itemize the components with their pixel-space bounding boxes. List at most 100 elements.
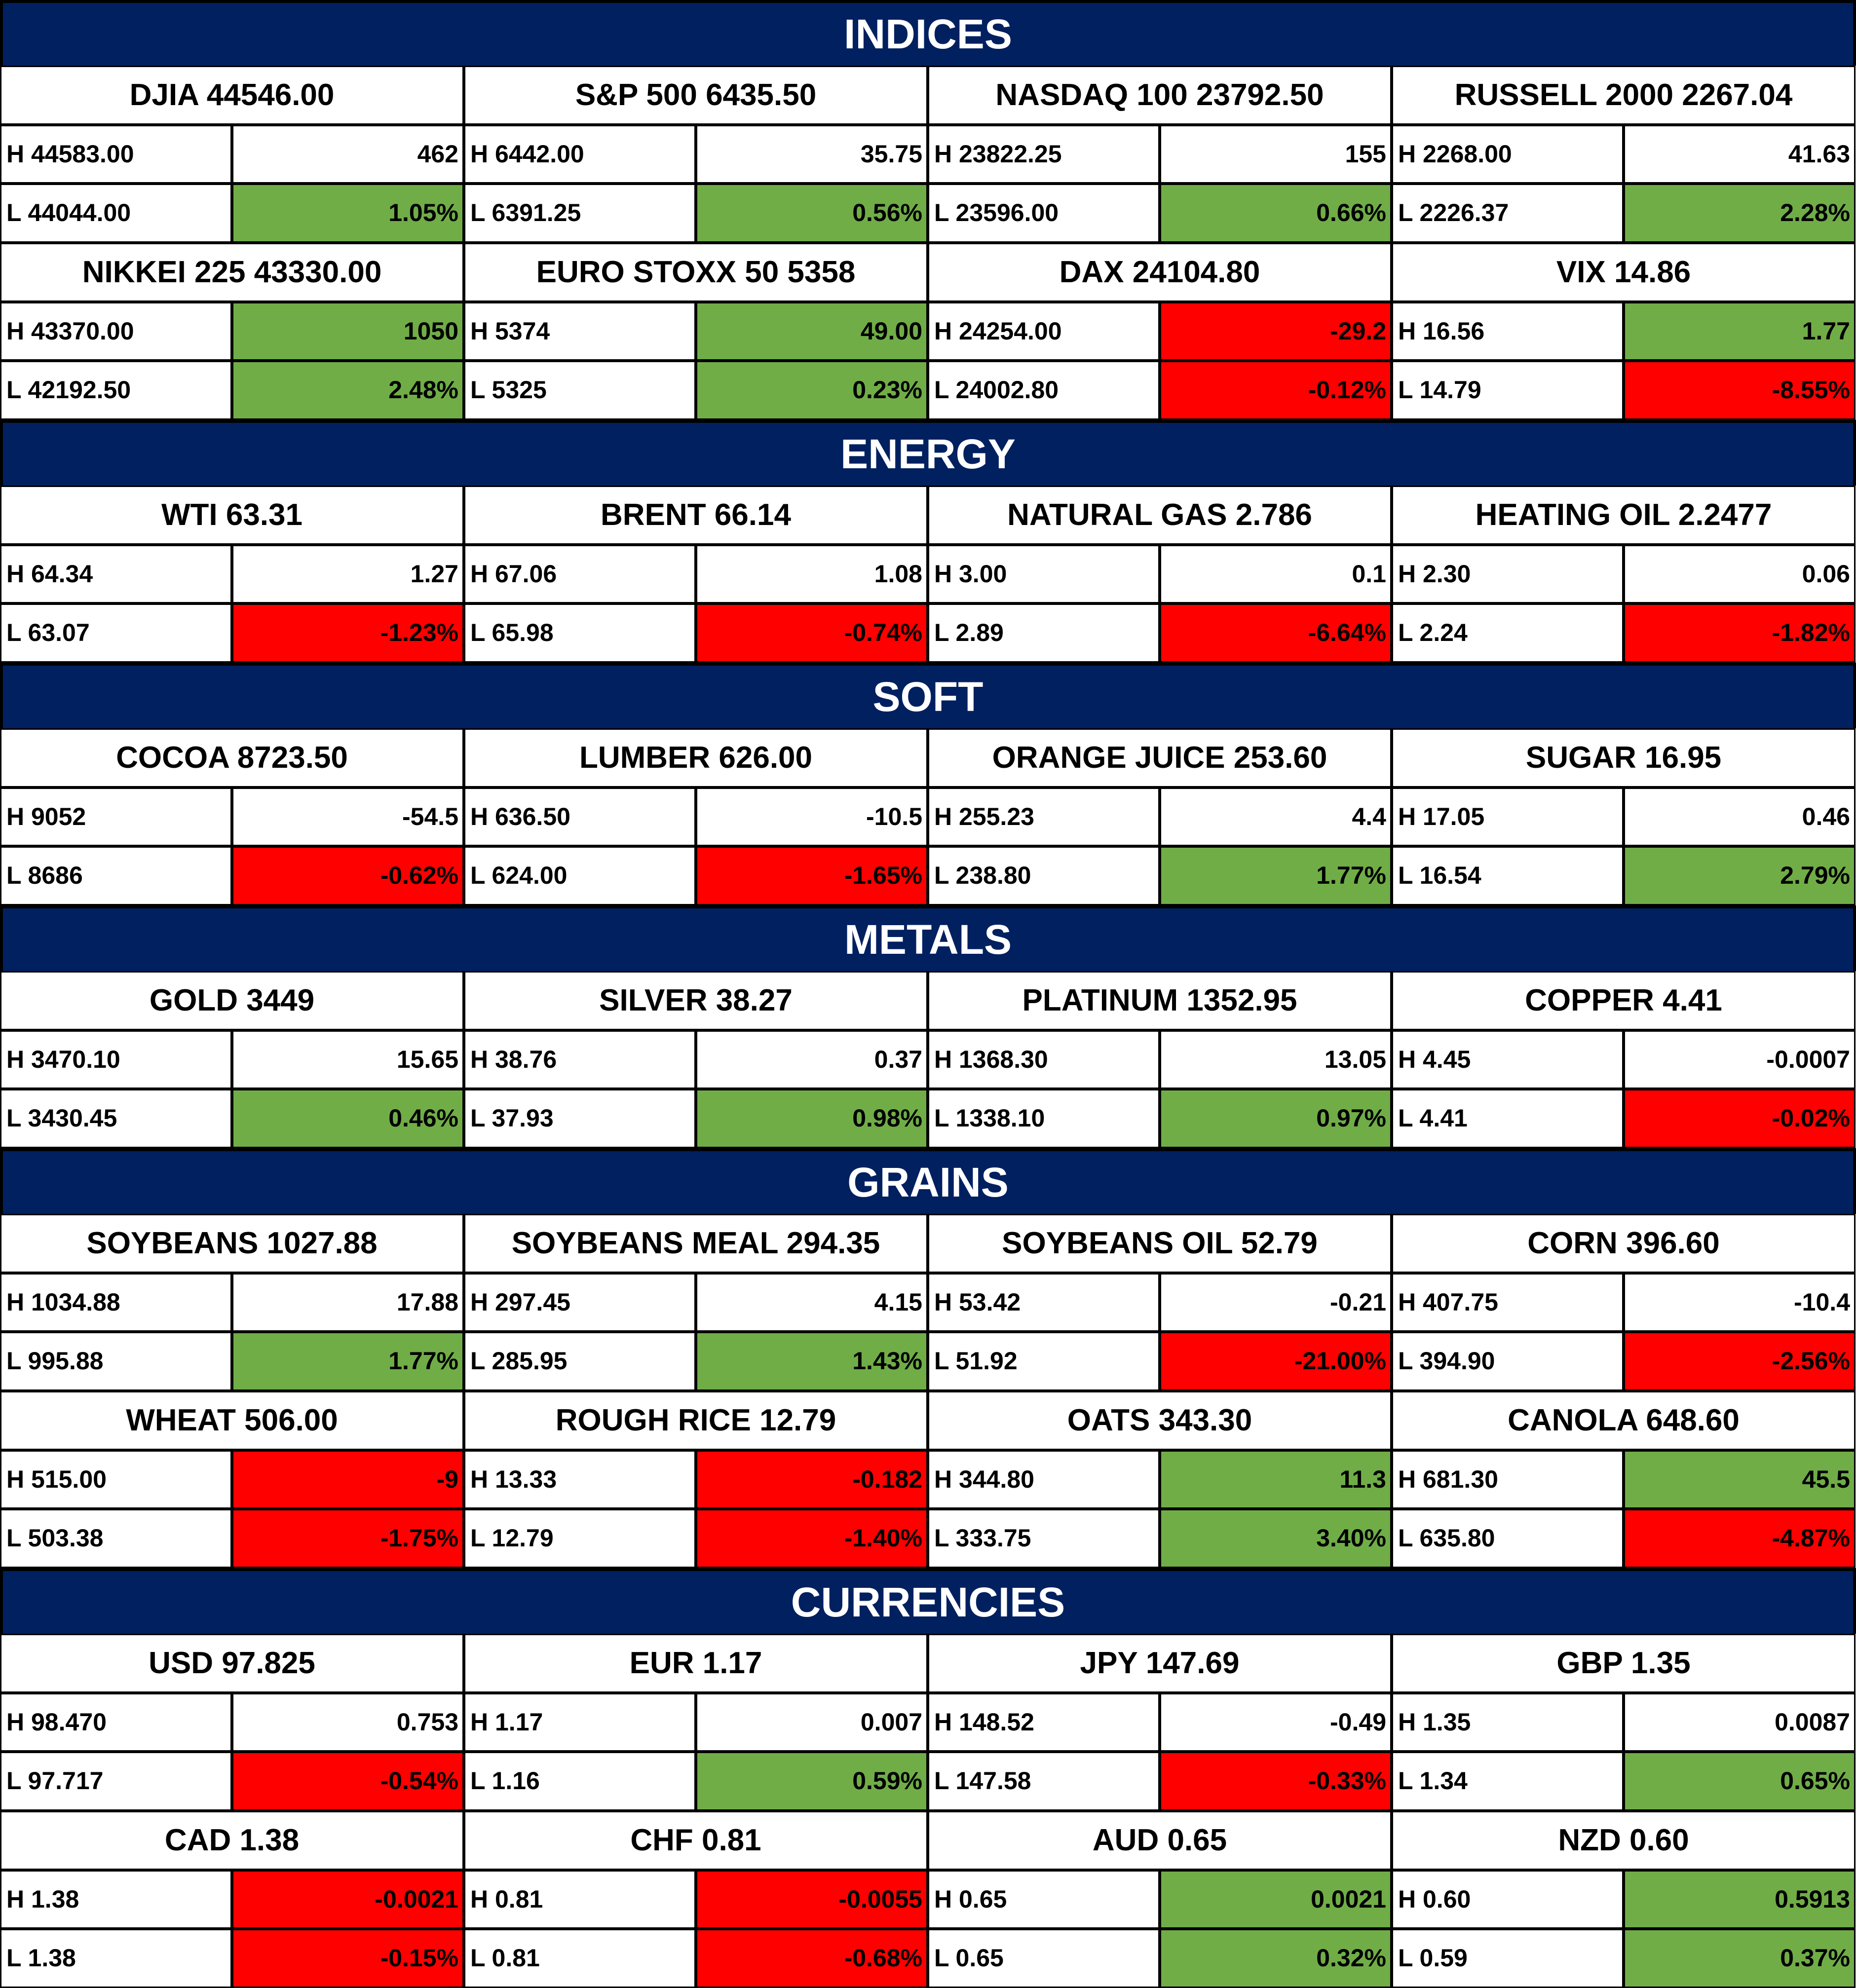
change-value: -54.5	[232, 787, 464, 847]
instrument-title: JPY 147.69	[928, 1634, 1392, 1693]
change-value: 35.75	[696, 124, 928, 184]
high-change-row: H 44583.00 462 H 6442.00 35.75 H 23822.25 155…	[0, 124, 1856, 184]
low-value: L 0.65	[928, 1929, 1160, 1988]
instrument-title: CHF 0.81	[464, 1811, 928, 1870]
change-value: 0.007	[696, 1692, 928, 1752]
high-value: H 1368.30	[928, 1030, 1160, 1089]
high-value: H 3470.10	[0, 1030, 232, 1089]
instrument-title: PLATINUM 1352.95	[928, 971, 1392, 1030]
section-header-currencies: CURRENCIES	[0, 1568, 1856, 1634]
percent-change: -0.12%	[1160, 361, 1392, 420]
high-value: H 67.06	[464, 544, 696, 604]
percent-change: -8.55%	[1624, 361, 1856, 420]
high-change-row: H 64.34 1.27 H 67.06 1.08 H 3.00 0.1 H 2.30 0.0…	[0, 544, 1856, 604]
section-header-energy: ENERGY	[0, 420, 1856, 486]
percent-change: 0.37%	[1624, 1929, 1856, 1988]
percent-change: -0.02%	[1624, 1089, 1856, 1148]
change-value: -0.0007	[1624, 1030, 1856, 1089]
low-percent-row: L 1.38 -0.15% L 0.81 -0.68% L 0.65 0.32% L 0.5…	[0, 1929, 1856, 1988]
low-value: L 2226.37	[1392, 184, 1624, 243]
instrument-title: NZD 0.60	[1392, 1811, 1856, 1870]
instrument-title: SOYBEANS 1027.88	[0, 1214, 464, 1273]
low-value: L 12.79	[464, 1509, 696, 1568]
instrument-title: CAD 1.38	[0, 1811, 464, 1870]
instrument-title-row: WHEAT 506.00 ROUGH RICE 12.79 OATS 343.30 C…	[0, 1391, 1856, 1450]
high-value: H 344.80	[928, 1450, 1160, 1509]
high-value: H 17.05	[1392, 787, 1624, 847]
instrument-title-row: GOLD 3449 SILVER 38.27 PLATINUM 1352.95 COP…	[0, 971, 1856, 1030]
high-value: H 1.38	[0, 1870, 232, 1929]
change-value: -0.0055	[696, 1870, 928, 1929]
high-value: H 2.30	[1392, 544, 1624, 604]
high-value: H 636.50	[464, 787, 696, 847]
high-value: H 53.42	[928, 1273, 1160, 1332]
change-value: -9	[232, 1450, 464, 1509]
percent-change: -0.62%	[232, 846, 464, 905]
instrument-title-row: WTI 63.31 BRENT 66.14 NATURAL GAS 2.786 HEA…	[0, 486, 1856, 545]
instrument-title: GBP 1.35	[1392, 1634, 1856, 1693]
low-value: L 2.24	[1392, 603, 1624, 663]
change-value: 13.05	[1160, 1030, 1392, 1089]
high-value: H 2268.00	[1392, 124, 1624, 184]
high-value: H 0.81	[464, 1870, 696, 1929]
change-value: 1.77	[1624, 301, 1856, 361]
change-value: -10.5	[696, 787, 928, 847]
instrument-title-row: NIKKEI 225 43330.00 EURO STOXX 50 5358 DAX…	[0, 243, 1856, 302]
low-value: L 1.34	[1392, 1752, 1624, 1811]
high-change-row: H 1034.88 17.88 H 297.45 4.15 H 53.42 -0.21 H …	[0, 1273, 1856, 1332]
low-value: L 147.58	[928, 1752, 1160, 1811]
high-value: H 0.60	[1392, 1870, 1624, 1929]
low-value: L 0.81	[464, 1929, 696, 1988]
low-value: L 65.98	[464, 603, 696, 663]
high-value: H 43370.00	[0, 301, 232, 361]
instrument-title: RUSSELL 2000 2267.04	[1392, 66, 1856, 125]
percent-change: -1.82%	[1624, 603, 1856, 663]
percent-change: 0.97%	[1160, 1089, 1392, 1148]
change-value: -0.182	[696, 1450, 928, 1509]
instrument-title-row: DJIA 44546.00 S&P 500 6435.50 NASDAQ 100 2…	[0, 66, 1856, 125]
instrument-title: DAX 24104.80	[928, 243, 1392, 302]
high-value: H 6442.00	[464, 124, 696, 184]
instrument-title: HEATING OIL 2.2477	[1392, 486, 1856, 545]
instrument-title: USD 97.825	[0, 1634, 464, 1693]
change-value: 0.46	[1624, 787, 1856, 847]
instrument-title: VIX 14.86	[1392, 243, 1856, 302]
high-value: H 4.45	[1392, 1030, 1624, 1089]
high-change-row: H 98.470 0.753 H 1.17 0.007 H 148.52 -0.49 H 1…	[0, 1692, 1856, 1752]
percent-change: 0.98%	[696, 1089, 928, 1148]
change-value: 0.1	[1160, 544, 1392, 604]
instrument-title: WTI 63.31	[0, 486, 464, 545]
low-value: L 1338.10	[928, 1089, 1160, 1148]
percent-change: 2.79%	[1624, 846, 1856, 905]
change-value: 41.63	[1624, 124, 1856, 184]
change-value: 0.0087	[1624, 1692, 1856, 1752]
low-value: L 503.38	[0, 1509, 232, 1568]
change-value: 462	[232, 124, 464, 184]
instrument-title: SOYBEANS MEAL 294.35	[464, 1214, 928, 1273]
high-value: H 3.00	[928, 544, 1160, 604]
section-header-grains: GRAINS	[0, 1148, 1856, 1214]
percent-change: -2.56%	[1624, 1332, 1856, 1391]
high-change-row: H 43370.00 1050 H 5374 49.00 H 24254.00 -29.2…	[0, 301, 1856, 361]
high-value: H 16.56	[1392, 301, 1624, 361]
low-percent-row: L 995.88 1.77% L 285.95 1.43% L 51.92 -21.00%…	[0, 1332, 1856, 1391]
high-value: H 1.17	[464, 1692, 696, 1752]
percent-change: -4.87%	[1624, 1509, 1856, 1568]
percent-change: 0.56%	[696, 184, 928, 243]
change-value: 1.08	[696, 544, 928, 604]
low-value: L 635.80	[1392, 1509, 1624, 1568]
low-value: L 8686	[0, 846, 232, 905]
percent-change: 2.28%	[1624, 184, 1856, 243]
instrument-title: COPPER 4.41	[1392, 971, 1856, 1030]
high-value: H 98.470	[0, 1692, 232, 1752]
high-value: H 1.35	[1392, 1692, 1624, 1752]
low-value: L 238.80	[928, 846, 1160, 905]
instrument-title: DJIA 44546.00	[0, 66, 464, 125]
percent-change: -21.00%	[1160, 1332, 1392, 1391]
high-value: H 38.76	[464, 1030, 696, 1089]
low-value: L 2.89	[928, 603, 1160, 663]
percent-change: -1.75%	[232, 1509, 464, 1568]
change-value: 49.00	[696, 301, 928, 361]
high-change-row: H 515.00 -9 H 13.33 -0.182 H 344.80 11.3 H 681…	[0, 1450, 1856, 1509]
